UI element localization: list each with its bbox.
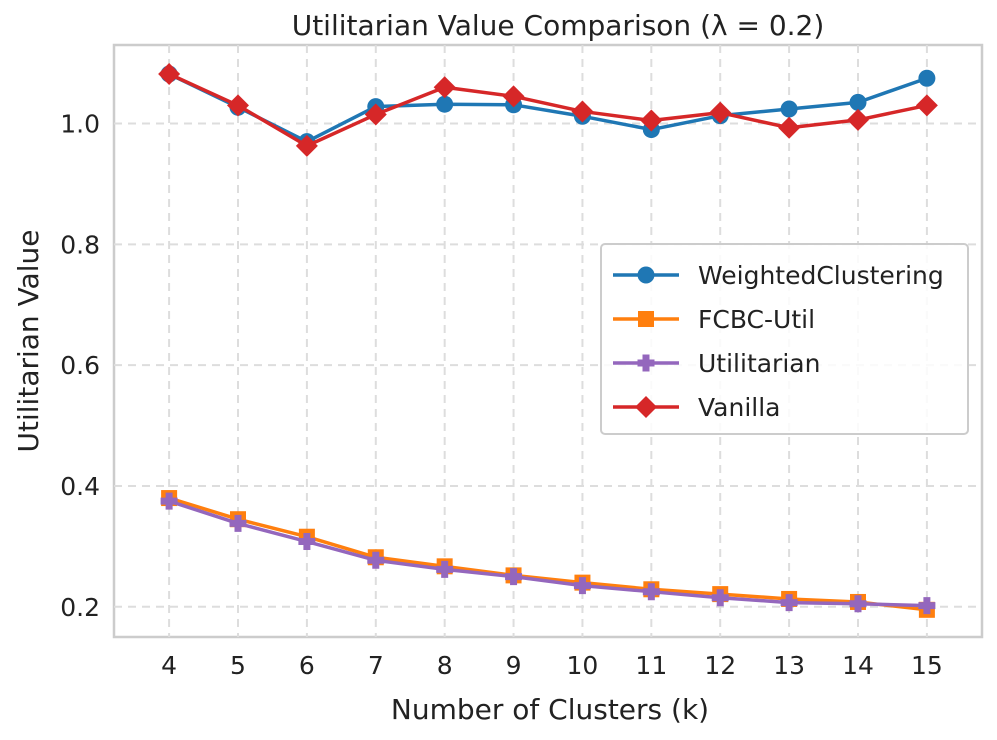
x-tick-label: 9 [506,651,522,680]
series-utilitarian [160,492,936,615]
data-point [367,551,385,569]
x-tick-label: 10 [567,651,599,680]
x-tick-label: 14 [842,651,874,680]
series-fcbc-util [161,490,935,618]
legend: WeightedClustering FCBC-Util Utilitarian Va… [600,243,969,435]
y-tick-label: 1.0 [60,110,100,139]
series-line [168,72,928,144]
legend-marker [638,311,654,327]
data-point [573,577,591,595]
x-axis-label: Number of Clusters (k) [391,693,709,726]
data-point [711,589,729,607]
data-point [849,93,867,111]
data-point [229,514,247,532]
legend-marker [635,396,657,418]
data-point [571,100,594,123]
data-point [295,134,318,157]
legend-item: FCBC-Util [613,305,815,334]
data-point [849,595,867,613]
legend-label: FCBC-Util [698,305,815,334]
legend-item: WeightedClustering [613,261,944,290]
y-ticks: 0.2 0.4 0.6 0.8 1.0 [60,110,100,622]
grid [114,45,982,637]
x-tick-label: 4 [161,651,177,680]
data-point [780,100,798,118]
data-point [642,583,660,601]
x-tick-label: 8 [437,651,453,680]
data-point [433,76,456,99]
data-point [436,560,454,578]
x-tick-label: 7 [368,651,384,680]
y-axis-label: Utilitarian Value [12,230,45,453]
legend-label: WeightedClustering [698,261,944,290]
data-point [915,94,938,117]
chart-title: Utilitarian Value Comparison (λ = 0.2) [292,9,825,42]
data-point [918,69,936,87]
data-point [778,116,801,139]
series-line [168,496,928,612]
data-point [640,109,663,132]
y-tick-label: 0.8 [60,230,100,259]
data-point [158,62,181,85]
series-weightedclustering [160,65,936,151]
series-vanilla [158,62,938,157]
y-tick-label: 0.2 [60,593,100,622]
series-layer [158,62,938,618]
data-point [436,95,454,113]
data-point [160,492,178,510]
x-tick-label: 5 [230,651,246,680]
y-tick-label: 0.4 [60,472,100,501]
legend-marker [637,266,655,284]
legend-marker [637,354,655,372]
y-tick-label: 0.6 [60,351,100,380]
series-line [168,72,928,148]
x-tick-label: 12 [704,651,736,680]
data-point [709,101,732,124]
legend-item: Vanilla [613,393,780,422]
x-tick-label: 11 [635,651,667,680]
data-point [298,533,316,551]
data-point [505,568,523,586]
legend-label: Vanilla [698,393,780,422]
legend-label: Utilitarian [698,349,820,378]
data-point [780,594,798,612]
x-tick-label: 6 [299,651,315,680]
data-point [227,94,249,117]
data-point [502,85,525,108]
legend-box [600,243,969,435]
x-tick-label: 15 [911,651,943,680]
series-line [168,499,927,608]
x-ticks: 4 5 6 7 8 9 10 11 12 13 14 15 [161,651,943,680]
legend-item: Utilitarian [613,349,820,378]
data-point [918,597,936,615]
data-point [847,108,869,131]
data-point [364,103,387,126]
plot-area [112,43,984,639]
x-tick-label: 13 [773,651,805,680]
